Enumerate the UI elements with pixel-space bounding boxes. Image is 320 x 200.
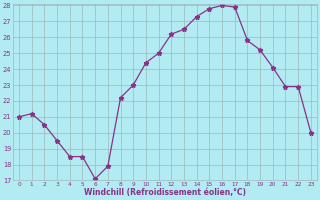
X-axis label: Windchill (Refroidissement éolien,°C): Windchill (Refroidissement éolien,°C) <box>84 188 246 197</box>
